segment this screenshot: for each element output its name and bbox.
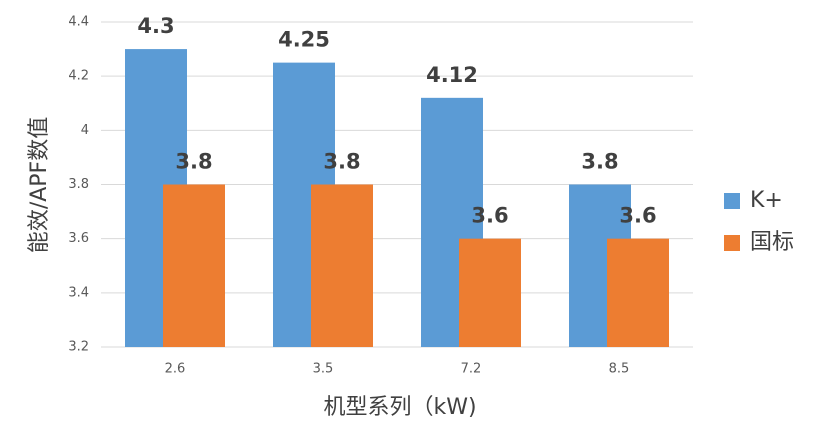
y-tick-label: 3.6	[68, 231, 89, 246]
y-tick-label: 3.4	[68, 285, 89, 300]
value-label: 4.25	[278, 28, 330, 52]
x-tick-label: 3.5	[313, 362, 334, 377]
legend-label: K+	[750, 188, 783, 213]
y-axis-title: 能效/APF数值	[27, 117, 52, 253]
value-label: 3.6	[619, 204, 656, 228]
value-label: 3.8	[175, 150, 212, 174]
x-tick-label: 7.2	[461, 362, 482, 377]
legend-swatch	[724, 193, 740, 209]
y-tick-label: 4	[81, 123, 89, 138]
y-tick-label: 4.2	[68, 69, 89, 84]
x-tick-label: 2.6	[165, 362, 186, 377]
y-tick-label: 4.4	[68, 15, 89, 30]
value-label: 4.3	[137, 14, 174, 38]
bar	[163, 184, 225, 347]
value-label: 3.8	[581, 150, 618, 174]
value-label: 4.12	[426, 63, 478, 87]
legend-swatch	[724, 235, 740, 251]
bar	[459, 238, 521, 347]
bar	[607, 238, 669, 347]
y-tick-label: 3.2	[68, 340, 89, 355]
x-tick-label: 8.5	[609, 362, 630, 377]
value-label: 3.8	[323, 150, 360, 174]
value-label: 3.6	[471, 204, 508, 228]
bar	[311, 184, 373, 347]
legend-label: 国标	[750, 230, 794, 255]
x-axis-title: 机型系列（kW)	[323, 395, 476, 420]
y-tick-label: 3.8	[68, 177, 89, 192]
